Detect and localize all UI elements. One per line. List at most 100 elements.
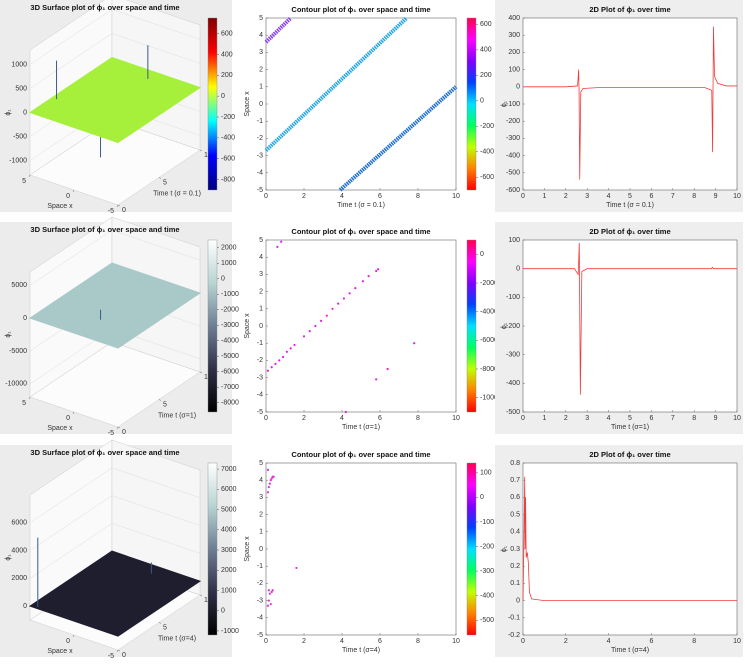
contour-dot bbox=[344, 410, 347, 414]
colorbar-tick-label: 0 bbox=[480, 251, 484, 258]
x-tick-label: 0 bbox=[521, 193, 525, 200]
colorbar-tick-label: 100 bbox=[480, 470, 492, 477]
x-tick bbox=[72, 411, 75, 415]
x-tick-label: 8 bbox=[692, 638, 696, 645]
colorbar-tick-label: -5000 bbox=[221, 353, 239, 360]
x-tick-label: 0 bbox=[521, 415, 525, 422]
colorbar-tick-label: -7000 bbox=[221, 384, 239, 391]
z-axis-label: ϕ₁ bbox=[5, 109, 12, 116]
y-tick-label: -3 bbox=[257, 152, 263, 159]
line-series bbox=[523, 242, 737, 395]
x-tick-label: 8 bbox=[416, 415, 420, 422]
colorbar-tick-label: 1000 bbox=[221, 587, 237, 594]
y-tick-label: -2 bbox=[257, 580, 263, 587]
contour-dot bbox=[308, 330, 311, 333]
axes bbox=[522, 17, 738, 191]
y-tick-label: 0 bbox=[122, 207, 126, 214]
y-tick-label: 5 bbox=[163, 401, 167, 408]
colorbar-tick-label: 0 bbox=[221, 93, 225, 100]
contour-dot bbox=[269, 602, 272, 606]
colorbar bbox=[207, 239, 218, 413]
z-tick-label: -1000 bbox=[9, 157, 27, 164]
y-tick-label: 0.6 bbox=[510, 494, 520, 501]
x-tick-label: 0 bbox=[264, 415, 268, 422]
z-tick-label: 6000 bbox=[11, 520, 27, 527]
x-tick bbox=[28, 396, 31, 400]
colorbar bbox=[207, 462, 218, 636]
y-tick bbox=[199, 371, 203, 374]
y-tick bbox=[199, 149, 203, 152]
y-tick-label: -0.1 bbox=[508, 615, 520, 622]
y-tick-label: 5 bbox=[163, 624, 167, 631]
x-axis-label: Time t (σ=4) bbox=[611, 647, 649, 654]
y-tick-label: 0 bbox=[259, 323, 263, 330]
colorbar-tick-label: 0 bbox=[221, 608, 225, 615]
colorbar-tick-label: 600 bbox=[480, 21, 492, 28]
colorbar-tick-label: -200 bbox=[221, 114, 235, 121]
contour-band bbox=[264, 16, 293, 44]
y-tick-label: 0.1 bbox=[510, 580, 520, 587]
colorbar-tick-label: -800 bbox=[221, 176, 235, 183]
colorbar bbox=[207, 17, 218, 191]
surface-plane bbox=[28, 550, 202, 637]
y-tick-label: -200 bbox=[506, 118, 520, 125]
colorbar-tick-label: -500 bbox=[480, 617, 494, 624]
x-tick-label: 4 bbox=[607, 193, 611, 200]
x-tick-label: 5 bbox=[22, 178, 26, 185]
x-tick-label: 6 bbox=[649, 193, 653, 200]
colorbar-tick-label: 0 bbox=[221, 276, 225, 283]
colorbar-tick-label: 2000 bbox=[221, 567, 237, 574]
axes bbox=[265, 239, 457, 413]
contour-dot bbox=[278, 359, 281, 362]
contour-dot bbox=[270, 366, 273, 369]
grid-line bbox=[29, 523, 201, 579]
contour-dot bbox=[270, 477, 273, 480]
z-tick-label: 2000 bbox=[11, 575, 27, 582]
x-tick-label: 8 bbox=[692, 193, 696, 200]
y-tick-label: -1 bbox=[257, 118, 263, 125]
x-tick-label: 0 bbox=[264, 638, 268, 645]
colorbar-tick-label: -4000 bbox=[221, 338, 239, 345]
y-tick-label: -4 bbox=[257, 392, 263, 399]
colorbar-tick-label: 400 bbox=[480, 47, 492, 54]
x-tick-label: 3 bbox=[585, 415, 589, 422]
y-axis-label: ϕ₁ bbox=[501, 100, 508, 107]
y-tick-label: 0 bbox=[516, 597, 520, 604]
contour-dot bbox=[271, 589, 274, 592]
x-tick-label: 0 bbox=[66, 415, 70, 422]
contour-dot bbox=[266, 604, 269, 607]
contour-dot bbox=[331, 307, 334, 310]
contour-dot bbox=[361, 280, 364, 283]
y-tick-label: -300 bbox=[506, 135, 520, 142]
x-tick-label: 6 bbox=[378, 193, 382, 200]
z-axis-label: ϕ₁ bbox=[5, 331, 12, 338]
colorbar-tick-label: 3000 bbox=[221, 547, 237, 554]
y-tick-label: 300 bbox=[508, 32, 520, 39]
chart-title: 2D Plot of ϕ₁ over time bbox=[589, 5, 670, 14]
y-tick-label: 0 bbox=[516, 84, 520, 91]
y-tick bbox=[158, 399, 162, 401]
chart-title: 3D Surface plot of ϕ₁ over space and tim… bbox=[30, 3, 179, 12]
y-tick-label: 3 bbox=[259, 271, 263, 278]
y-tick bbox=[117, 204, 121, 207]
x-tick-label: -5 bbox=[108, 653, 114, 660]
x-tick-label: 1 bbox=[542, 193, 546, 200]
colorbar-tick-label: -6000 bbox=[480, 337, 498, 344]
z-tick-label: 5000 bbox=[11, 282, 27, 289]
axes bbox=[265, 462, 457, 636]
x-tick-label: 4 bbox=[340, 193, 344, 200]
x-tick-label: 5 bbox=[22, 400, 26, 407]
x-tick-label: 2 bbox=[302, 415, 306, 422]
colorbar bbox=[466, 462, 477, 636]
grid-line bbox=[29, 9, 201, 65]
contour-dot bbox=[267, 485, 270, 489]
x-tick-label: 10 bbox=[452, 638, 460, 645]
colorbar-tick-label: -2000 bbox=[221, 307, 239, 314]
y-tick-label: -1 bbox=[257, 340, 263, 347]
y-tick-label: 3 bbox=[259, 494, 263, 501]
z-tick-label: 0 bbox=[23, 315, 27, 322]
chart-title: 3D Surface plot of ϕ₁ over space and tim… bbox=[30, 225, 179, 234]
x-tick bbox=[72, 634, 75, 638]
y-tick-label: 1 bbox=[259, 529, 263, 536]
chart-title: 2D Plot of ϕ₁ over time bbox=[589, 450, 670, 459]
